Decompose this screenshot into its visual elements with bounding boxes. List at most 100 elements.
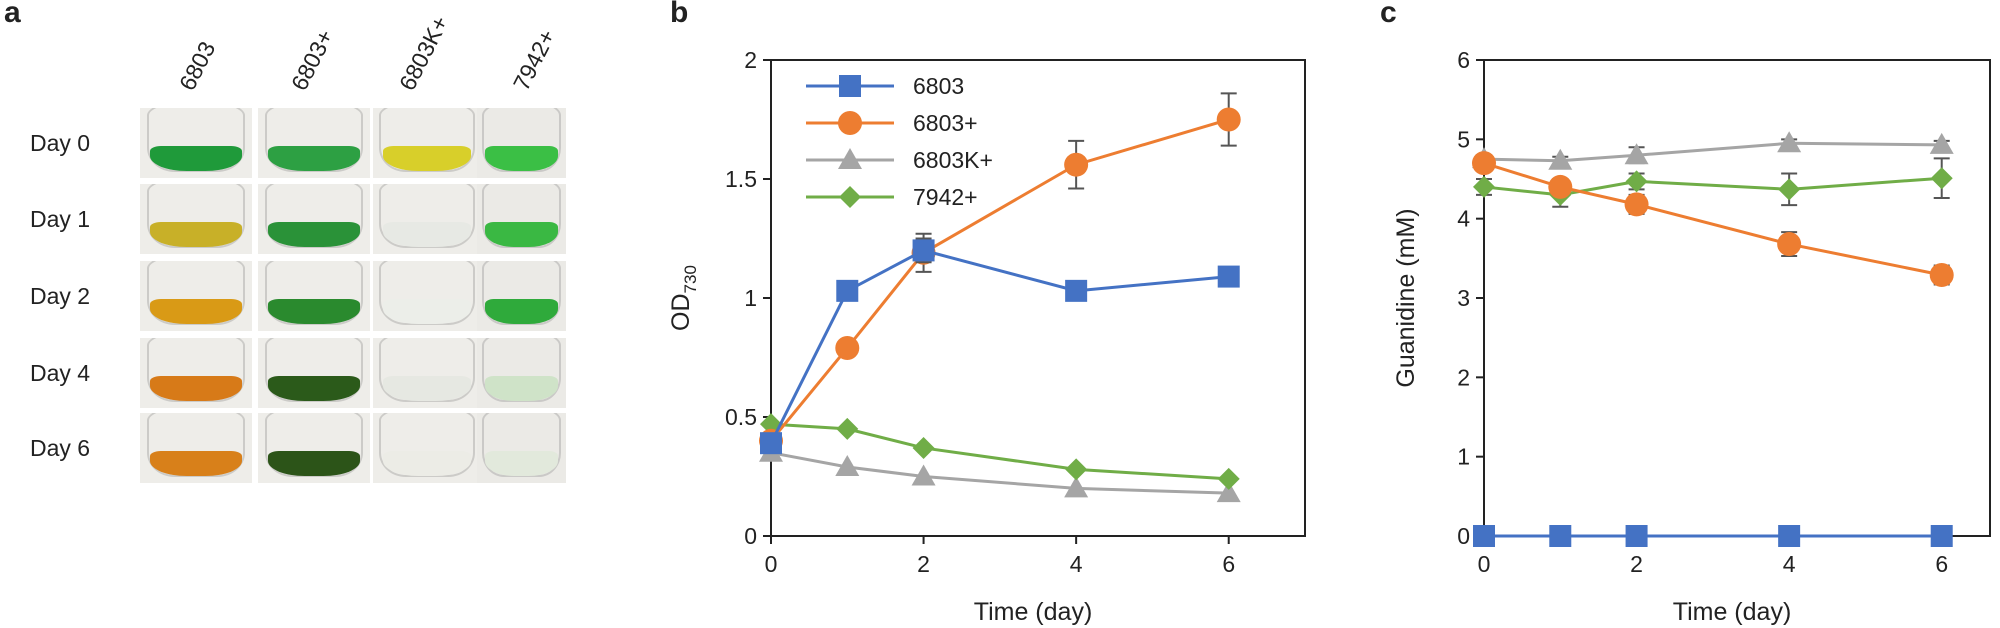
panel-letter-a: a	[4, 0, 21, 29]
data-point	[1473, 525, 1495, 547]
x-tick-label: 4	[1070, 551, 1083, 577]
legend-label: 6803K+	[913, 147, 993, 173]
flask-photo	[140, 338, 252, 408]
flask-photo	[373, 338, 481, 408]
x-tick-label: 2	[917, 551, 930, 577]
flask-photo	[258, 108, 370, 178]
y-tick-label: 0.5	[725, 404, 757, 430]
data-point	[1624, 143, 1649, 165]
flask-photo	[140, 108, 252, 178]
y-tick-label: 4	[1457, 206, 1470, 232]
legend-marker	[838, 148, 862, 169]
x-tick-label: 4	[1783, 551, 1796, 577]
flask-photo	[477, 184, 566, 254]
data-point	[1778, 525, 1801, 547]
panel-letter-b: b	[670, 0, 689, 29]
data-point	[1472, 151, 1496, 176]
culture-liquid	[382, 221, 472, 247]
culture-liquid	[268, 375, 360, 401]
y-tick-label: 0	[744, 523, 757, 549]
flask-photo	[477, 261, 566, 331]
y-tick-label: 1	[1457, 444, 1470, 470]
culture-liquid	[382, 375, 472, 401]
culture-liquid	[150, 298, 242, 324]
culture-liquid	[150, 221, 242, 247]
data-point	[1777, 232, 1802, 257]
culture-liquid	[150, 375, 242, 401]
data-point	[1625, 525, 1648, 547]
data-point	[1777, 131, 1802, 153]
flask-photo	[140, 413, 252, 483]
legend-label: 7942+	[913, 184, 978, 210]
legend-marker	[838, 111, 862, 135]
data-point	[1064, 152, 1089, 177]
legend-label: 6803+	[913, 110, 978, 136]
x-tick-label: 2	[1630, 551, 1643, 577]
row-label: Day 4	[30, 360, 91, 386]
culture-liquid	[268, 450, 360, 476]
culture-liquid	[382, 298, 472, 324]
x-tick-label: 6	[1935, 551, 1948, 577]
data-point	[911, 464, 936, 486]
row-label: Day 1	[30, 206, 91, 232]
data-point	[1624, 192, 1649, 217]
x-tick-label: 0	[765, 551, 778, 577]
culture-liquid	[268, 145, 360, 171]
y-axis-label: OD730	[667, 265, 700, 331]
y-tick-label: 1	[744, 285, 757, 311]
data-point	[1930, 525, 1953, 547]
x-axis-label: Time (day)	[1673, 598, 1792, 626]
data-point	[1065, 279, 1088, 302]
data-point	[1217, 467, 1240, 490]
data-point	[1778, 178, 1801, 201]
row-label: Day 0	[30, 130, 91, 156]
panel-letter-c: c	[1380, 0, 1397, 29]
data-point	[1548, 148, 1573, 170]
data-point	[1064, 476, 1089, 498]
data-point	[1065, 458, 1088, 481]
y-tick-label: 5	[1457, 126, 1470, 152]
flask-photo	[373, 413, 481, 483]
flask-photo	[373, 108, 481, 178]
flask-photo	[140, 184, 252, 254]
culture-liquid	[485, 375, 558, 401]
data-point	[1217, 265, 1240, 288]
culture-liquid	[485, 298, 558, 324]
data-point	[836, 417, 859, 440]
culture-liquid	[485, 145, 558, 171]
data-point	[912, 436, 935, 459]
data-point	[1549, 525, 1572, 547]
data-point	[1929, 262, 1954, 287]
culture-liquid	[150, 145, 242, 171]
y-tick-label: 6	[1457, 47, 1470, 73]
legend-marker	[839, 186, 861, 208]
legend-label: 6803	[913, 73, 964, 99]
data-point	[1930, 167, 1953, 190]
flask-photo	[477, 108, 566, 178]
data-point	[760, 432, 782, 455]
flask-photo	[373, 261, 481, 331]
flask-photo	[258, 261, 370, 331]
data-point	[835, 454, 860, 476]
culture-liquid	[485, 450, 558, 476]
y-tick-label: 2	[744, 47, 757, 73]
data-point	[1216, 107, 1241, 132]
flask-photo	[258, 184, 370, 254]
data-point	[836, 279, 859, 302]
flask-photo	[258, 413, 370, 483]
culture-liquid	[382, 145, 472, 171]
data-point	[1216, 481, 1241, 503]
flask-photo	[477, 413, 566, 483]
culture-liquid	[268, 221, 360, 247]
data-point	[1548, 174, 1573, 199]
data-point	[835, 335, 860, 360]
y-tick-label: 2	[1457, 364, 1470, 390]
series-line	[1483, 141, 1942, 163]
flask-photo	[140, 261, 252, 331]
x-tick-label: 0	[1478, 551, 1491, 577]
culture-liquid	[382, 450, 472, 476]
flask-photo	[477, 338, 566, 408]
culture-liquid	[268, 298, 360, 324]
data-point	[1473, 175, 1495, 198]
